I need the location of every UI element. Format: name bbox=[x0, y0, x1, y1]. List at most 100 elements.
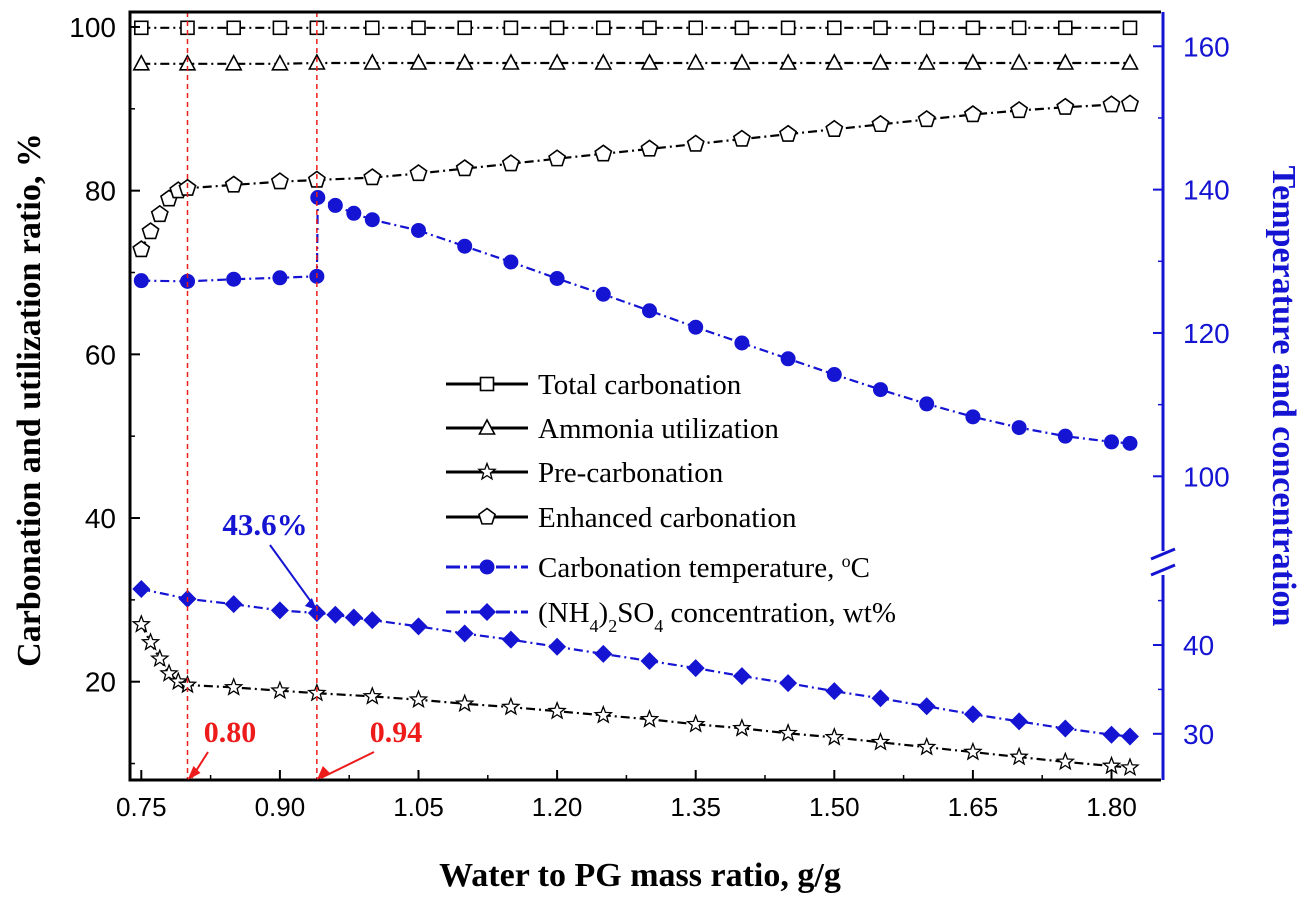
data-point bbox=[501, 696, 521, 716]
data-point bbox=[1057, 428, 1073, 444]
data-point bbox=[411, 20, 426, 36]
series-line bbox=[140, 102, 1131, 251]
data-point bbox=[346, 205, 362, 221]
legend-label: Ammonia utilization bbox=[538, 413, 779, 445]
data-point bbox=[1120, 757, 1140, 776]
data-point bbox=[686, 134, 705, 152]
data-point bbox=[226, 271, 242, 287]
y-tick-label-left: 20 bbox=[85, 667, 116, 698]
data-point bbox=[871, 114, 890, 133]
data-point bbox=[362, 686, 383, 705]
legend-item-5: Carbonation temperature, oC bbox=[446, 551, 870, 584]
data-point bbox=[132, 580, 151, 599]
data-point bbox=[640, 651, 659, 670]
data-point bbox=[549, 20, 565, 36]
legend-item-3: Pre-carbonation bbox=[446, 457, 724, 489]
data-point bbox=[734, 20, 750, 36]
data-point bbox=[963, 105, 982, 123]
data-point bbox=[223, 677, 244, 696]
axes: 0.75 0.90 1.05 1.20 1.35 1.50 1.65 1.80 20 40 60 80… bbox=[69, 10, 1230, 822]
series-6 bbox=[132, 580, 1139, 746]
data-point bbox=[642, 303, 657, 319]
legend-label: Carbonation temperature, oC bbox=[538, 551, 870, 584]
data-point bbox=[363, 611, 382, 630]
data-point bbox=[1122, 435, 1138, 451]
data-point bbox=[133, 273, 149, 289]
axis-break-mark bbox=[1150, 547, 1176, 561]
data-point bbox=[826, 367, 842, 383]
data-point bbox=[964, 53, 982, 70]
data-point bbox=[149, 648, 170, 668]
legend-marker bbox=[479, 559, 495, 575]
data-point bbox=[501, 154, 520, 172]
data-point bbox=[919, 20, 935, 36]
data-point bbox=[916, 736, 937, 756]
x-tick-label: 0.75 bbox=[116, 792, 167, 822]
data-point bbox=[455, 53, 474, 70]
annotation-arrowhead bbox=[316, 766, 330, 780]
data-point bbox=[226, 20, 241, 36]
data-point bbox=[327, 197, 343, 213]
legend-marker bbox=[478, 603, 496, 621]
data-point bbox=[917, 697, 936, 716]
series-line bbox=[141, 195, 1131, 445]
data-point bbox=[1120, 94, 1140, 112]
data-point bbox=[457, 238, 473, 254]
y-tick-label-right: 100 bbox=[1183, 461, 1230, 492]
series-4 bbox=[132, 94, 1140, 258]
data-point bbox=[180, 273, 195, 289]
data-point bbox=[873, 20, 888, 36]
data-point bbox=[1104, 434, 1119, 450]
legend-item-6: (NH4)2SO4 concentration, wt% bbox=[446, 597, 896, 636]
data-point bbox=[824, 727, 845, 746]
y-tick-label-left: 60 bbox=[85, 339, 116, 370]
y-tick-label-right: 160 bbox=[1183, 31, 1230, 62]
axis-break-mark bbox=[1150, 563, 1176, 577]
y-tick-label-left: 80 bbox=[85, 176, 116, 207]
legend-label: Total carbonation bbox=[538, 369, 742, 401]
data-point bbox=[1121, 53, 1139, 70]
data-point bbox=[454, 693, 475, 713]
data-point bbox=[457, 20, 473, 36]
y-tick-label-right: 120 bbox=[1183, 318, 1230, 349]
data-point bbox=[1056, 97, 1075, 115]
data-point bbox=[409, 53, 428, 70]
data-point bbox=[310, 190, 326, 206]
data-point bbox=[594, 144, 613, 162]
data-point bbox=[870, 731, 891, 751]
reference-lines bbox=[186, 12, 318, 780]
data-point bbox=[779, 674, 798, 693]
data-point bbox=[1120, 727, 1139, 746]
data-point bbox=[159, 663, 179, 682]
data-point bbox=[501, 630, 520, 649]
data-point bbox=[549, 270, 565, 286]
annotation-arrow bbox=[320, 751, 375, 779]
legend-marker bbox=[478, 418, 496, 435]
data-point bbox=[732, 718, 752, 737]
data-point bbox=[132, 240, 151, 258]
legend: Total carbonation Ammonia utilization Pre-… bbox=[446, 369, 896, 636]
series-1 bbox=[134, 20, 1138, 36]
data-point bbox=[502, 53, 520, 70]
data-point bbox=[1058, 20, 1073, 36]
y-axis-title-right: Temperature and concentration bbox=[1265, 166, 1301, 627]
data-point bbox=[779, 124, 798, 142]
data-point bbox=[548, 149, 567, 167]
data-point bbox=[168, 671, 189, 691]
data-point bbox=[272, 20, 288, 36]
data-point bbox=[548, 53, 566, 70]
data-point bbox=[595, 286, 611, 302]
annotation-arrowhead bbox=[304, 598, 317, 611]
series-line bbox=[141, 61, 1130, 65]
annotation-label: 0.80 bbox=[204, 716, 257, 749]
data-point bbox=[825, 53, 844, 70]
data-point bbox=[409, 617, 428, 636]
annotation-arrow bbox=[269, 544, 316, 608]
data-point bbox=[409, 163, 428, 182]
data-point bbox=[503, 20, 519, 36]
series-3 bbox=[131, 614, 1140, 776]
data-point bbox=[595, 20, 611, 36]
data-point bbox=[224, 595, 243, 614]
legend-item-4: Enhanced carbonation bbox=[446, 502, 797, 534]
